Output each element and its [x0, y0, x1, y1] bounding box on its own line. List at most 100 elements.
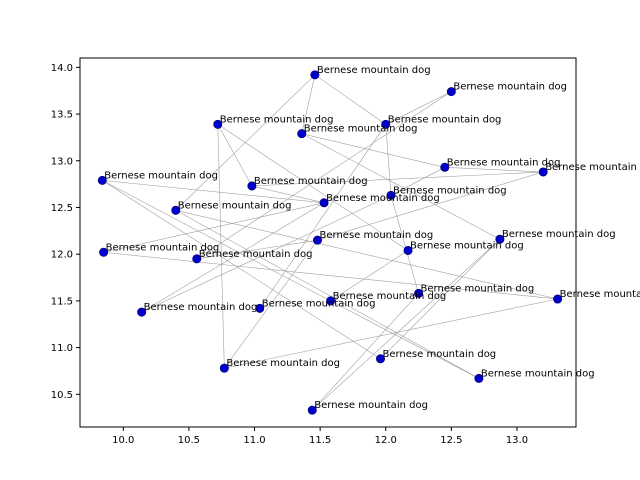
point-label: Bernese mountain dog: [106, 242, 220, 253]
connection-line: [301, 133, 445, 168]
data-point: [192, 254, 202, 264]
data-point: [137, 307, 147, 317]
point-label: Bernese mountain dog: [304, 124, 418, 135]
connection-line: [217, 124, 253, 187]
point-label: Bernese mountain dog: [326, 193, 440, 204]
data-point: [538, 167, 548, 177]
y-tick-label: 11.5: [51, 296, 73, 307]
data-point: [255, 303, 265, 313]
connection-line: [102, 180, 325, 204]
data-point: [386, 190, 396, 200]
connection-line: [196, 239, 318, 260]
connection-line: [217, 124, 409, 251]
y-tick-label: 13.0: [51, 156, 73, 167]
connection-line: [141, 195, 392, 313]
connection-line: [175, 209, 558, 300]
connection-line: [196, 91, 452, 260]
connection-line: [251, 171, 544, 187]
x-tick-label: 12.5: [440, 435, 462, 446]
connection-line: [301, 74, 316, 134]
y-axis: 10.5 11.0 11.5 12.0 12.5 13.0 13.5 14.0: [51, 63, 80, 401]
point-label: Bernese mountain dog: [393, 185, 507, 196]
data-point: [474, 373, 484, 383]
point-label: Bernese mountain dog: [320, 230, 434, 241]
connection-line: [312, 239, 501, 411]
connection-line: [251, 185, 325, 204]
point-label: Bernese mountain dog: [481, 368, 595, 379]
point-label: Bernese mountain dog: [226, 358, 340, 369]
point-label: Bernese mountain dog: [388, 114, 502, 125]
x-tick-label: 11.0: [243, 435, 265, 446]
y-tick-label: 10.5: [51, 390, 73, 401]
point-label: Bernese mountain dog: [220, 114, 334, 125]
connection-line: [317, 171, 544, 241]
data-point: [219, 363, 229, 373]
point-label: Bernese mountain dog: [262, 298, 376, 309]
point-label: Bernese mountain dog: [410, 240, 524, 251]
data-point: [97, 175, 107, 185]
data-point: [326, 296, 336, 306]
connection-line: [102, 180, 381, 360]
data-point: [446, 87, 456, 97]
data-point: [99, 247, 109, 257]
connection-line: [390, 167, 445, 196]
connection-line: [217, 124, 225, 369]
x-tick-label: 12.0: [375, 435, 397, 446]
connection-line: [259, 124, 386, 309]
data-point: [307, 405, 317, 415]
point-label: Bernese mountain dog: [254, 176, 368, 187]
point-label: Bernese mountain dog: [104, 170, 218, 181]
connection-line: [141, 202, 325, 313]
point-label: Bernese mountain dog: [333, 291, 447, 302]
data-point: [414, 288, 424, 298]
point-label: Bernese mountain dog: [560, 289, 640, 300]
connection-line: [390, 195, 419, 294]
data-point: [310, 70, 320, 80]
data-point: [440, 162, 450, 172]
connection-line: [224, 298, 558, 369]
x-tick-label: 11.5: [309, 435, 331, 446]
x-tick-label: 10.0: [112, 435, 134, 446]
connection-line: [312, 293, 419, 411]
connection-line: [102, 180, 331, 302]
point-label: Bernese mountain dog: [545, 162, 640, 173]
connection-line: [314, 74, 386, 125]
point-label: Bernese mountain dog: [502, 229, 616, 240]
plot-frame: [79, 57, 577, 428]
connection-line: [330, 300, 480, 379]
y-tick-label: 11.0: [51, 343, 73, 354]
y-tick-label: 12.5: [51, 203, 73, 214]
x-axis: 10.0 10.5 11.0 11.5 12.0 12.5 13.0: [112, 427, 528, 446]
y-tick-label: 14.0: [51, 63, 73, 74]
x-tick-label: 13.0: [506, 435, 528, 446]
data-point: [553, 294, 563, 304]
connection-line: [301, 133, 501, 240]
data-point: [319, 198, 329, 208]
point-label: Bernese mountain dog: [453, 82, 567, 93]
data-point: [247, 181, 257, 191]
y-tick-label: 12.0: [51, 250, 73, 261]
point-label: Bernese mountain dog: [314, 400, 428, 411]
point-label: Bernese mountain dog: [421, 283, 535, 294]
connection-line: [444, 166, 544, 173]
y-tick-label: 13.5: [51, 110, 73, 121]
point-label: Bernese mountain dog: [178, 200, 292, 211]
connection-line: [103, 202, 325, 253]
data-point: [297, 129, 307, 139]
connection-line: [103, 252, 558, 300]
data-point: [495, 234, 505, 244]
data-point: [213, 119, 223, 129]
data-point: [171, 205, 181, 215]
point-label: Bernese mountain dog: [144, 302, 258, 313]
point-label: Bernese mountain dog: [199, 249, 313, 260]
connection-line: [385, 91, 452, 125]
data-point: [381, 119, 391, 129]
point-label: Bernese mountain dog: [317, 65, 431, 76]
data-point: [313, 235, 323, 245]
point-label: Bernese mountain dog: [382, 349, 496, 360]
x-tick-label: 10.5: [178, 435, 200, 446]
connection-line: [330, 250, 409, 302]
point-label: Bernese mountain dog: [447, 157, 561, 168]
